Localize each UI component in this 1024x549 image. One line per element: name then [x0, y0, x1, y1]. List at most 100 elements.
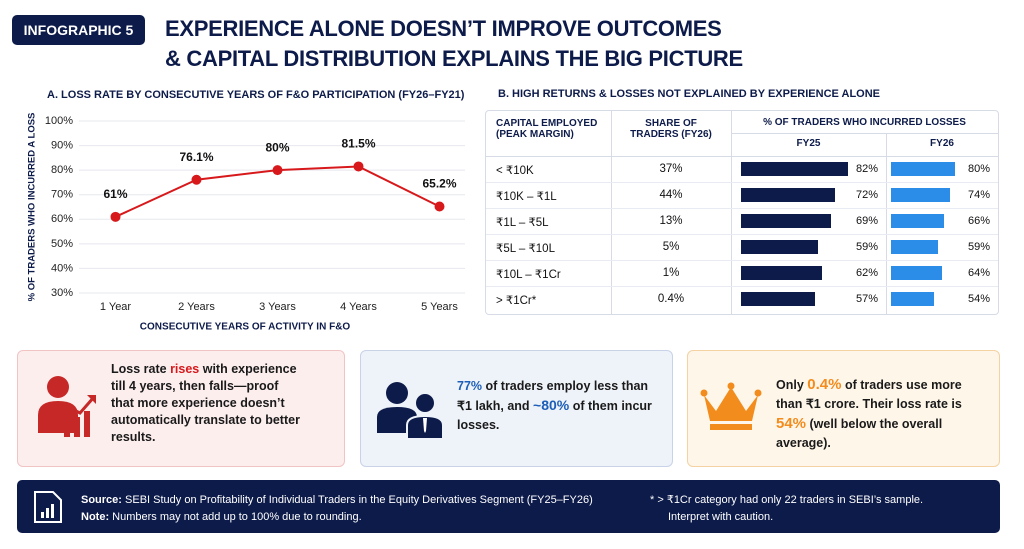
footer-label: Source: [81, 494, 122, 506]
column-header: CAPITAL EMPLOYED (PEAK MARGIN) [496, 118, 598, 140]
card: 77% of traders employ less than ₹1 lakh,… [360, 350, 673, 467]
footer: Source: SEBI Study on Profitability of I… [17, 480, 1000, 533]
footer-text: SEBI Study on Profitability of Individua… [125, 494, 593, 506]
share: 37% [659, 163, 683, 175]
card-text: with experience till 4 years, then falls… [111, 362, 300, 444]
bar [891, 162, 955, 176]
row-label: ₹1L – ₹5L [496, 217, 549, 229]
card-text: Loss rate [111, 362, 171, 376]
footer-text: * > ₹1Cr category had only 22 traders in… [650, 494, 924, 506]
badge: INFOGRAPHIC 5 [12, 15, 145, 45]
row-label: ₹10K – ₹1L [496, 191, 557, 203]
divider [486, 234, 998, 235]
bar [891, 292, 935, 306]
bar [741, 162, 848, 176]
data-label: 72% [855, 189, 878, 201]
icon [700, 382, 762, 430]
data-label: 81.5% [341, 137, 375, 151]
divider [486, 286, 998, 287]
data-label: 76.1% [179, 150, 213, 164]
y-tick-label: 90% [51, 139, 73, 151]
bar [891, 214, 944, 228]
chart-title: B. HIGH RETURNS & LOSSES NOT EXPLAINED B… [498, 88, 880, 100]
data-label: 54% [967, 293, 990, 305]
row-label: < ₹10K [496, 165, 534, 177]
bar [741, 214, 831, 228]
table: CAPITAL EMPLOYED (PEAK MARGIN) SHARE OF … [485, 110, 999, 315]
card-text: of traders employ less than ₹1 lakh, and [457, 379, 649, 413]
card-highlight: 0.4% [807, 376, 842, 393]
data-label: 65.2% [422, 177, 456, 191]
title: EXPERIENCE ALONE DOESN’T IMPROVE OUTCOME… [165, 16, 722, 41]
point [434, 201, 445, 212]
x-tick-label: 3 Years [259, 301, 296, 313]
card-highlight: 54% [776, 415, 807, 432]
data-label: 57% [855, 293, 878, 305]
divider [731, 111, 732, 314]
footer-label: Note: [81, 511, 110, 523]
data-label: 74% [967, 189, 990, 201]
data-label: 80% [967, 163, 990, 175]
divider [731, 133, 998, 134]
y-tick-label: 80% [51, 164, 73, 176]
divider [486, 208, 998, 209]
y-axis-label: % OF TRADERS WHO INCURRED A LOSS [27, 113, 38, 302]
chart-title: A. LOSS RATE BY CONSECUTIVE YEARS OF F&O… [47, 89, 465, 101]
card-highlight: 77% [457, 379, 483, 393]
row-label: ₹5L – ₹10L [496, 243, 555, 255]
x-tick-label: 1 Year [100, 301, 132, 313]
data-label: 59% [855, 241, 878, 253]
bar [741, 292, 816, 306]
point [110, 211, 121, 222]
card-text: of them incur losses. [457, 399, 652, 432]
footer-text: Interpret with caution. [668, 511, 774, 523]
title: & CAPITAL DISTRIBUTION EXPLAINS THE BIG … [165, 46, 743, 71]
data-label: 69% [855, 215, 878, 227]
data-label: 82% [855, 163, 878, 175]
bar [741, 266, 822, 280]
share: 1% [662, 267, 680, 279]
legend-label: FY25 [796, 138, 821, 149]
share: 44% [659, 189, 683, 201]
column-header: SHARE OF TRADERS (FY26) [630, 118, 712, 140]
y-tick-label: 100% [45, 115, 73, 127]
divider [611, 111, 612, 314]
data-label: 59% [967, 241, 990, 253]
y-tick-label: 60% [51, 213, 73, 225]
bar [891, 240, 939, 254]
divider [486, 260, 998, 261]
x-axis-label: CONSECUTIVE YEARS OF ACTIVITY IN F&O [140, 322, 351, 333]
card-text: of traders use more than ₹1 crore. Their… [776, 378, 962, 411]
icon [377, 382, 444, 440]
x-tick-label: 2 Years [178, 301, 215, 313]
row-label: ₹10L – ₹1Cr [496, 269, 561, 281]
data-label: 61% [103, 187, 127, 201]
share: 5% [662, 241, 680, 253]
card: Loss rate rises with experience till 4 y… [17, 350, 345, 467]
point [272, 165, 283, 176]
y-tick-label: 40% [51, 262, 73, 274]
x-tick-label: 4 Years [340, 301, 377, 313]
share: 13% [659, 215, 683, 227]
row-label: > ₹1Cr* [496, 295, 537, 307]
card-highlight: ~80% [533, 397, 570, 413]
data-label: 66% [967, 215, 990, 227]
icon [34, 491, 62, 523]
bar [891, 188, 951, 202]
legend-label: FY26 [930, 138, 954, 149]
y-tick-label: 70% [51, 189, 73, 201]
bar [741, 188, 835, 202]
x-tick-label: 5 Years [421, 301, 458, 313]
column-header: % OF TRADERS WHO INCURRED LOSSES [763, 117, 966, 128]
data-label: 62% [855, 267, 878, 279]
card-text: (well below the overall average). [776, 417, 943, 450]
data-label: 64% [967, 267, 990, 279]
data-label: 80% [265, 140, 289, 154]
y-tick-label: 30% [51, 287, 73, 299]
footer-text: Numbers may not add up to 100% due to ro… [112, 511, 362, 523]
point [353, 161, 364, 172]
card-text: Only [776, 378, 808, 392]
bar [741, 240, 818, 254]
card: Only 0.4% of traders use more than ₹1 cr… [687, 350, 1000, 467]
